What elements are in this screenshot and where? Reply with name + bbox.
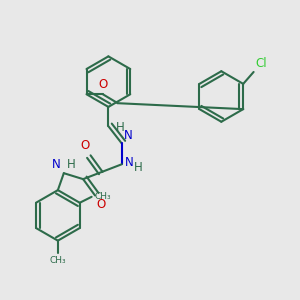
Text: N: N xyxy=(125,156,134,169)
Text: H: H xyxy=(67,158,76,171)
Text: H: H xyxy=(116,121,124,134)
Text: Cl: Cl xyxy=(255,57,267,70)
Text: O: O xyxy=(96,198,106,212)
Text: H: H xyxy=(134,161,143,174)
Text: O: O xyxy=(99,78,108,91)
Text: CH₃: CH₃ xyxy=(94,192,111,201)
Text: O: O xyxy=(80,140,89,152)
Text: N: N xyxy=(52,158,61,171)
Text: CH₃: CH₃ xyxy=(50,256,66,265)
Text: N: N xyxy=(124,129,133,142)
